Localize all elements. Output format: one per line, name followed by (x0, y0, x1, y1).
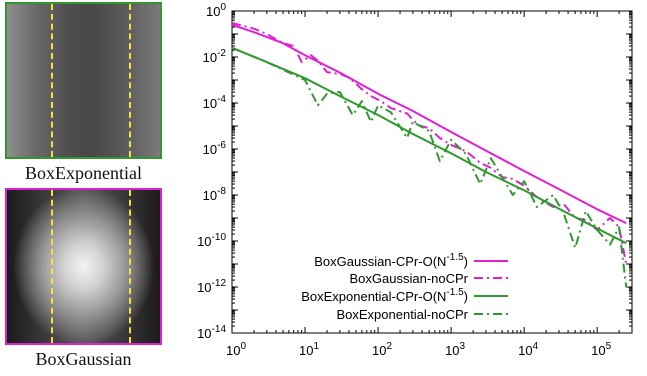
legend-label: BoxGaussian-noCPr (350, 271, 469, 286)
y-tick-label: 10-14 (197, 324, 226, 341)
x-tick-label: 102 (372, 341, 392, 358)
x-tick-label: 105 (591, 341, 611, 358)
legend-label: BoxExponential-noCPr (336, 307, 468, 322)
y-tick-label: 10-2 (203, 48, 227, 65)
left-boundary-line (51, 190, 53, 343)
y-tick-label: 10-4 (203, 94, 227, 111)
y-tick-label: 10-8 (203, 186, 227, 203)
left-boundary-line (51, 4, 53, 157)
right-boundary-line (129, 190, 131, 343)
right-boundary-line (129, 4, 131, 157)
x-tick-label: 103 (445, 341, 465, 358)
y-tick-label: 10-10 (197, 232, 226, 249)
y-tick-label: 10-12 (197, 278, 226, 295)
y-tick-label: 100 (206, 2, 226, 19)
x-tick-label: 104 (518, 341, 538, 358)
boxexponential-caption: BoxExponential (25, 163, 142, 183)
series-line-3 (231, 46, 627, 245)
legend-label: BoxGaussian-CPr-O(N-1.5) (314, 252, 468, 269)
y-tick-label: 10-6 (203, 140, 227, 157)
boxgaussian-image (5, 188, 162, 345)
x-tick-label: 100 (226, 341, 246, 358)
boxgaussian-caption: BoxGaussian (35, 349, 132, 369)
legend-label: BoxExponential-CPr-O(N-1.5) (301, 287, 468, 304)
series-line-2 (231, 22, 628, 265)
x-tick-label: 101 (299, 341, 319, 358)
boxexponential-image (5, 2, 162, 159)
series-line-1 (231, 23, 627, 225)
series-line-4 (231, 46, 628, 288)
